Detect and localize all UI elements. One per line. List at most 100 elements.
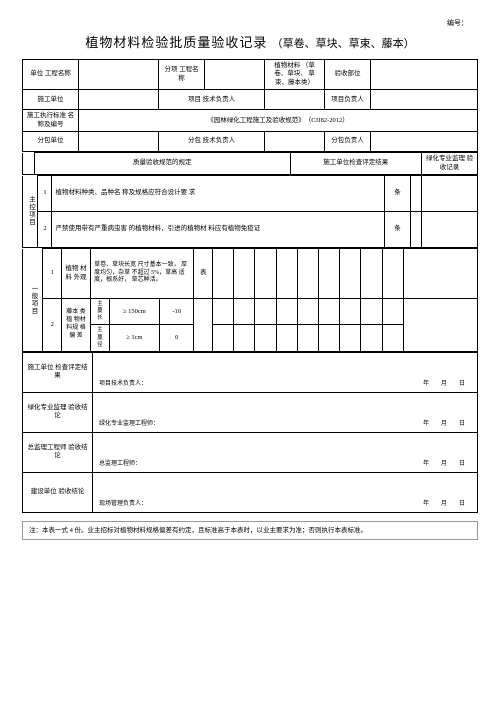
label-accept-part: 验收部位 [325,60,371,90]
label-subcontractor: 分包单位 [23,132,79,152]
header-quality-spec: 质量验收规范的规定 [35,153,291,175]
field-subcontractor[interactable] [79,132,159,152]
gen-r2b-c6[interactable] [318,325,339,351]
gen-row2-type [194,299,213,352]
gen-r1-c3[interactable] [255,249,276,299]
field-unit-project[interactable] [79,60,159,90]
gen-row2-num: 2 [43,299,62,352]
title-main: 植物材料检验批质量验收记录 [85,35,267,50]
gen-r2a-c5[interactable] [297,299,318,325]
label-project-lead: 项目负责人 [325,90,371,110]
sig3-date: 年月日 [417,461,471,469]
gen-r2a-c3[interactable] [255,299,276,325]
gen-r1-supervision[interactable] [403,249,477,299]
gen-sub2-dev: 0 [160,325,194,351]
sig4-label: 建设单位 验收结论 [23,472,93,512]
label-construction-unit: 施工单位 [23,90,79,110]
gen-r1-c1[interactable] [213,249,234,299]
title-sub: （草卷、草块、草束、藤本） [272,38,415,50]
field-subitem[interactable] [205,60,265,90]
side-general-label: 一般项目 [23,249,43,352]
gen-r2b-c7[interactable] [340,325,361,351]
header-construction-check: 施工单位检查评定结果 [290,153,421,175]
gen-r2a-c7[interactable] [340,299,361,325]
sig3-label: 总监理工程师 验收结论 [23,432,93,472]
gen-r1-c9[interactable] [382,249,403,299]
mc-row2-type: 条 [385,212,411,248]
gen-r1-c7[interactable] [340,249,361,299]
gen-r2a-c4[interactable] [276,299,297,325]
label-sub-tech-lead: 分包 技术负责人 [159,132,265,152]
gen-r2a-c1[interactable] [213,299,234,325]
gen-r2b-c8[interactable] [361,325,382,351]
mc-row2-num: 2 [38,212,52,248]
header-table: 单位 工程名称 分项 工程名称 植物材料 （草卷、草块、 草束、藤本类） 验收部… [22,59,478,152]
gen-row1-label: 植物 材料 外观 [61,249,90,299]
gen-sub1-dev: -10 [160,299,194,325]
field-sub-lead[interactable] [371,132,478,152]
label-unit-project: 单位 工程名称 [23,60,79,90]
body-table: 质量验收规范的规定 施工单位检查评定结果 绿化专业监理 验收记录 [22,152,478,175]
gen-r2b-c1[interactable] [213,325,234,351]
field-project-lead[interactable] [371,90,478,110]
sig3-body[interactable]: 总监理工程师： 年月日 [93,432,478,472]
label-tech-lead: 项目 技术负责人 [159,90,265,110]
mc-row1-text: 植物材料种类、品种名 称及规格应符合设计要 求 [52,176,385,212]
sig4-date: 年月日 [417,501,471,509]
sig2-role: 绿化专业监理工程师： [99,421,159,429]
gen-r1-c8[interactable] [361,249,382,299]
gen-sub2-spec: ≥ 1cm [109,325,159,351]
label-material-type: 植物材料 （草卷、草块、 草束、藤本类） [265,60,325,90]
gen-r2a-c9[interactable] [382,299,403,325]
gen-sub1-spec: ≥ 150cm [109,299,159,325]
field-sub-tech-lead[interactable] [265,132,325,152]
mc-row2-supervision[interactable] [422,212,478,248]
general-table: 一般项目 1 植物 材料 外观 草卷、草块长宽 尺寸基本一致， 厚度均匀，杂草 … [22,248,478,352]
side-main-control-label: 主控项目 [23,176,38,248]
form-number: 编号： [22,18,478,28]
sig2-label: 绿化专业监理 验收结论 [23,392,93,432]
sig2-body[interactable]: 绿化专业监理工程师： 年月日 [93,392,478,432]
gen-r2b-c2[interactable] [234,325,255,351]
gen-row1-type: 表 [194,249,213,299]
sig2-date: 年月日 [417,421,471,429]
sig4-body[interactable]: 现场管理负责人： 年月日 [93,472,478,512]
footnote: 注：本表一式 4 份。业主招标对植物材料规格偏差有约定，且标准高于本表时，以业主… [22,521,478,540]
gen-sub1-label: 主 蔓 长 [91,299,110,325]
mc-row1-supervision[interactable] [422,176,478,212]
gen-r2b-c9[interactable] [382,325,403,351]
signature-table: 施工单位 检查评定结果 项目技术负责人： 年月日 绿化专业监理 验收结论 绿化专… [22,352,478,513]
gen-r2b-c3[interactable] [255,325,276,351]
gen-r1-c6[interactable] [318,249,339,299]
sig4-role: 现场管理负责人： [99,501,147,509]
sig1-date: 年月日 [417,381,471,389]
sig3-role: 总监理工程师： [99,461,141,469]
mc-row1-num: 1 [38,176,52,212]
field-construction-unit[interactable] [79,90,159,110]
field-accept-part[interactable] [371,60,478,90]
gen-row1-num: 1 [43,249,62,299]
gen-r2-supervision[interactable] [403,299,477,352]
gen-r2b-c4[interactable] [276,325,297,351]
gen-r1-c2[interactable] [234,249,255,299]
mc-row2-result[interactable] [411,212,422,248]
sig1-label: 施工单位 检查评定结果 [23,352,93,392]
mc-row1-result[interactable] [411,176,422,212]
gen-r2a-c6[interactable] [318,299,339,325]
sig1-body[interactable]: 项目技术负责人： 年月日 [93,352,478,392]
field-tech-lead[interactable] [265,90,325,110]
gen-r2b-c5[interactable] [297,325,318,351]
gen-r1-c4[interactable] [276,249,297,299]
gen-r1-c5[interactable] [297,249,318,299]
mc-row1-type: 条 [385,176,411,212]
header-supervision: 绿化专业监理 验收记录 [422,153,478,175]
side-main-control [23,153,35,175]
label-standard: 施工执行标准 名称及编号 [23,110,79,132]
mc-row2-text: 严禁使用带有严重病虫害 的植物材料，引进的植物材 料应有植物免疫证 [52,212,385,248]
page-title: 植物材料检验批质量验收记录 （草卷、草块、草束、藤本） [22,32,478,51]
gen-r2a-c8[interactable] [361,299,382,325]
gen-r2a-c2[interactable] [234,299,255,325]
label-sub-lead: 分包负责人 [325,132,371,152]
sig1-role: 项目技术负责人： [99,381,147,389]
field-standard: 《园林绿化工程施工及验收规范》 （CJJ82-2012） [79,110,478,132]
